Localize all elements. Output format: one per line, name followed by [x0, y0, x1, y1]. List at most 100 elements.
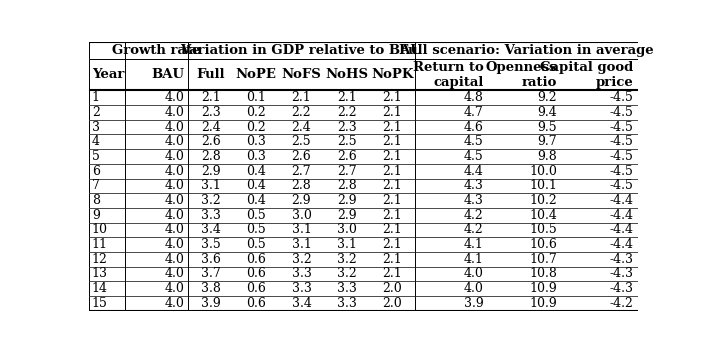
Text: 4.0: 4.0 [164, 165, 184, 178]
Text: 3.9: 3.9 [201, 297, 220, 310]
Text: 3.5: 3.5 [201, 238, 220, 251]
Text: 0.4: 0.4 [246, 165, 266, 178]
Text: 2.1: 2.1 [291, 91, 311, 104]
Text: -4.2: -4.2 [610, 297, 634, 310]
Text: 4.0: 4.0 [464, 282, 484, 295]
Text: 2.1: 2.1 [382, 150, 402, 163]
Text: Variation in GDP relative to BAU: Variation in GDP relative to BAU [181, 44, 423, 57]
Text: 9.7: 9.7 [537, 135, 557, 148]
Text: 2.1: 2.1 [201, 91, 220, 104]
Text: 0.6: 0.6 [246, 297, 266, 310]
Text: 2.1: 2.1 [382, 135, 402, 148]
Text: Full: Full [196, 68, 225, 81]
Text: 4.4: 4.4 [464, 165, 484, 178]
Text: 2.1: 2.1 [382, 194, 402, 207]
Text: 3.1: 3.1 [201, 179, 220, 192]
Text: -4.3: -4.3 [610, 282, 634, 295]
Text: 3: 3 [92, 121, 100, 134]
Text: 4.0: 4.0 [164, 106, 184, 119]
Text: 3.3: 3.3 [337, 297, 357, 310]
Text: -4.5: -4.5 [610, 121, 634, 134]
Text: 0.2: 0.2 [246, 106, 266, 119]
Text: 4.0: 4.0 [164, 91, 184, 104]
Text: 2.1: 2.1 [382, 179, 402, 192]
Text: 3.6: 3.6 [201, 253, 220, 266]
Text: 4.7: 4.7 [464, 106, 484, 119]
Text: 10.9: 10.9 [529, 297, 557, 310]
Text: 4.0: 4.0 [164, 209, 184, 222]
Text: 3.1: 3.1 [291, 238, 311, 251]
Text: 9.5: 9.5 [537, 121, 557, 134]
Text: 4.1: 4.1 [464, 253, 484, 266]
Text: 2.6: 2.6 [337, 150, 357, 163]
Text: 10.9: 10.9 [529, 282, 557, 295]
Text: 10.2: 10.2 [529, 194, 557, 207]
Text: 4.0: 4.0 [164, 253, 184, 266]
Text: 10.4: 10.4 [529, 209, 557, 222]
Text: 0.6: 0.6 [246, 253, 266, 266]
Text: 4.3: 4.3 [464, 179, 484, 192]
Text: 10.6: 10.6 [529, 238, 557, 251]
Text: 3.0: 3.0 [291, 209, 311, 222]
Text: 2.9: 2.9 [291, 194, 311, 207]
Text: 2.1: 2.1 [382, 121, 402, 134]
Text: Capital good
price: Capital good price [540, 61, 634, 89]
Text: 2.2: 2.2 [337, 106, 357, 119]
Text: 4.0: 4.0 [164, 194, 184, 207]
Text: 2.1: 2.1 [382, 223, 402, 236]
Text: 5: 5 [92, 150, 100, 163]
Text: -4.4: -4.4 [610, 194, 634, 207]
Text: 4.8: 4.8 [464, 91, 484, 104]
Text: Growth rate: Growth rate [113, 44, 201, 57]
Text: 10.5: 10.5 [529, 223, 557, 236]
Text: 4.5: 4.5 [464, 150, 484, 163]
Text: 2.5: 2.5 [291, 135, 311, 148]
Text: 10.0: 10.0 [529, 165, 557, 178]
Text: 3.3: 3.3 [291, 282, 311, 295]
Text: 9.8: 9.8 [537, 150, 557, 163]
Text: -4.5: -4.5 [610, 165, 634, 178]
Text: 2.9: 2.9 [337, 194, 357, 207]
Text: 2.8: 2.8 [201, 150, 220, 163]
Text: 3.2: 3.2 [201, 194, 220, 207]
Text: 3.8: 3.8 [201, 282, 220, 295]
Text: 2.2: 2.2 [291, 106, 311, 119]
Text: 2.1: 2.1 [382, 267, 402, 280]
Text: 2.1: 2.1 [382, 238, 402, 251]
Text: 4.0: 4.0 [164, 121, 184, 134]
Text: 4.1: 4.1 [464, 238, 484, 251]
Text: 4.0: 4.0 [164, 267, 184, 280]
Text: 2.3: 2.3 [201, 106, 220, 119]
Text: 0.1: 0.1 [246, 91, 266, 104]
Text: 2.1: 2.1 [382, 165, 402, 178]
Text: 4.0: 4.0 [164, 282, 184, 295]
Text: 2.4: 2.4 [201, 121, 220, 134]
Text: 4.6: 4.6 [464, 121, 484, 134]
Text: -4.4: -4.4 [610, 209, 634, 222]
Text: 2.5: 2.5 [337, 135, 357, 148]
Text: 2.6: 2.6 [291, 150, 311, 163]
Text: 4.0: 4.0 [164, 297, 184, 310]
Text: 3.1: 3.1 [291, 223, 311, 236]
Text: 2.9: 2.9 [337, 209, 357, 222]
Text: 8: 8 [92, 194, 100, 207]
Text: 13: 13 [92, 267, 108, 280]
Text: 3.9: 3.9 [464, 297, 484, 310]
Text: 4.2: 4.2 [464, 223, 484, 236]
Text: 14: 14 [92, 282, 108, 295]
Text: Return to
capital: Return to capital [413, 61, 484, 89]
Text: 12: 12 [92, 253, 108, 266]
Text: 0.3: 0.3 [246, 150, 266, 163]
Text: 4.2: 4.2 [464, 209, 484, 222]
Text: 3.2: 3.2 [337, 267, 357, 280]
Text: 3.3: 3.3 [291, 267, 311, 280]
Text: NoFS: NoFS [281, 68, 321, 81]
Text: 2.3: 2.3 [337, 121, 357, 134]
Text: 3.7: 3.7 [201, 267, 220, 280]
Text: Full scenario: Variation in average: Full scenario: Variation in average [399, 44, 654, 57]
Text: 3.4: 3.4 [291, 297, 311, 310]
Text: 3.2: 3.2 [291, 253, 311, 266]
Text: 3.0: 3.0 [337, 223, 357, 236]
Text: 2.1: 2.1 [382, 253, 402, 266]
Text: 4.0: 4.0 [164, 179, 184, 192]
